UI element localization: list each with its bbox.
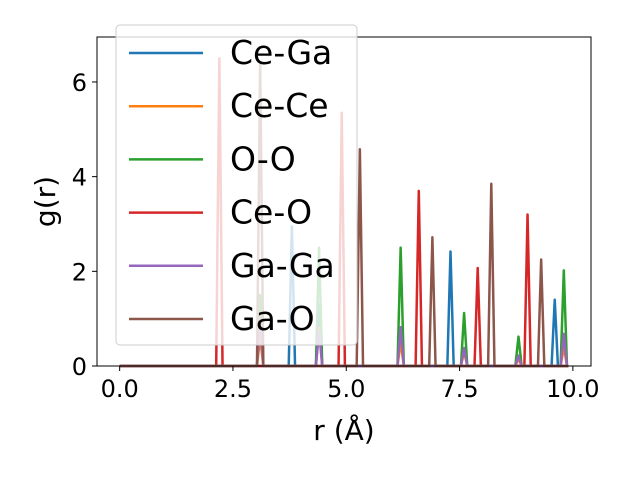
x-tick-label: 5.0 (327, 375, 365, 403)
x-tick-label: 0.0 (101, 375, 139, 403)
legend-box (115, 24, 358, 346)
y-tick-label: 6 (72, 69, 87, 97)
legend-label: Ce-Ga (230, 33, 332, 72)
x-tick-label: 2.5 (214, 375, 252, 403)
y-axis-ticks: 0 2 4 6 (72, 69, 97, 381)
legend-items: Ce-Ga Ce-Ce O-O Ce-O Ga-Ga Ga-O (129, 33, 335, 338)
x-axis-label: r (Å) (313, 413, 374, 447)
y-tick-label: 4 (72, 164, 87, 192)
legend-label: Ce-O (230, 193, 312, 232)
legend-label: O-O (230, 139, 296, 178)
legend-label: Ce-Ce (230, 86, 329, 125)
x-axis-ticks: 0.0 2.5 5.0 7.5 10.0 (101, 366, 600, 403)
y-axis-label: g(r) (29, 176, 62, 227)
x-tick-label: 10.0 (546, 375, 599, 403)
legend-label: Ga-Ga (230, 246, 335, 285)
x-tick-label: 7.5 (440, 375, 478, 403)
legend: Ce-Ga Ce-Ce O-O Ce-O Ga-Ga Ga-O (115, 24, 358, 346)
y-tick-label: 2 (72, 258, 87, 286)
legend-label: Ga-O (230, 299, 315, 338)
y-tick-label: 0 (72, 353, 87, 381)
